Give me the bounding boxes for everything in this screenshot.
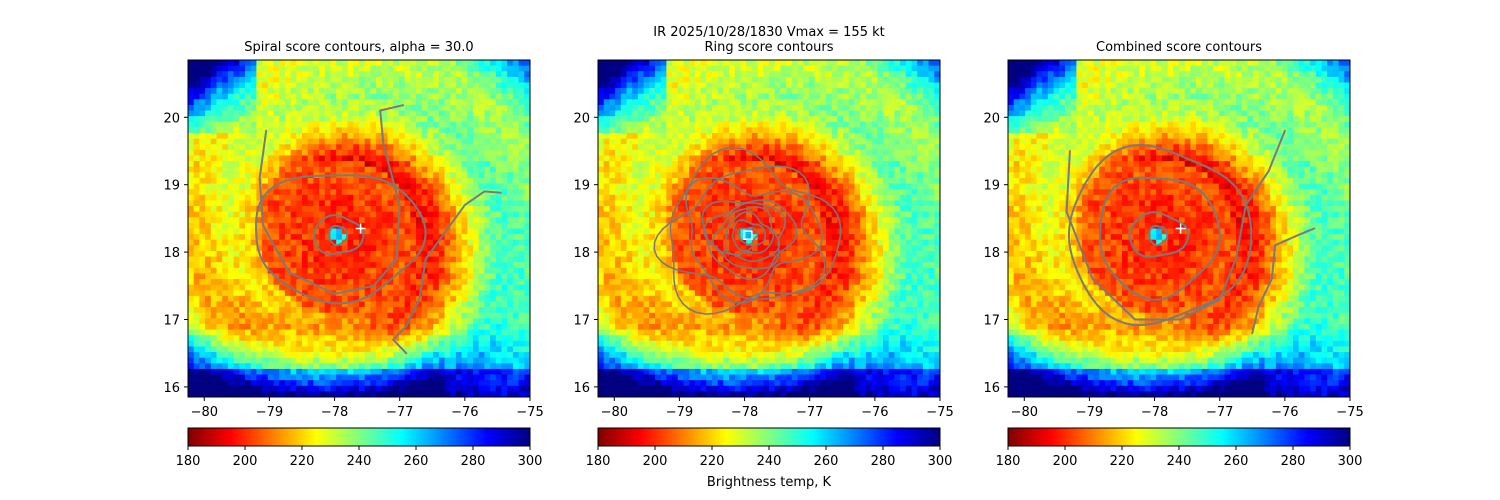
x-tick-label: −75 (516, 405, 543, 420)
contour-line (1067, 144, 1253, 327)
contour-line (258, 104, 404, 295)
colorbar (187, 427, 531, 447)
y-tick-label: 19 (163, 179, 180, 194)
score-contours (1065, 129, 1316, 334)
brightness-temp-field (598, 60, 940, 397)
x-tick-label: −78 (1141, 405, 1168, 420)
contour-line (724, 211, 775, 256)
x-tick-label: −79 (666, 405, 693, 420)
y-tick-label: 18 (163, 246, 180, 261)
x-tick-label: −77 (386, 405, 413, 420)
center-plus-marker (1175, 223, 1186, 234)
x-tick-label: −77 (1206, 405, 1233, 420)
colorbar-tick-label: 200 (643, 454, 668, 469)
contour-line (703, 202, 786, 270)
colorbar-tick-label: 240 (1167, 454, 1192, 469)
colorbar-tick-label: 300 (928, 454, 953, 469)
panel-1: Spiral score contours, alpha = 30.0 −80 −7… (163, 40, 543, 469)
x-tick-label: −77 (796, 405, 823, 420)
contour-line (1099, 176, 1221, 301)
contour-line (1065, 129, 1286, 321)
colorbar (1007, 427, 1351, 447)
x-tick-label: −76 (861, 405, 888, 420)
axes-frame (1007, 59, 1351, 398)
panel-3: Combined score contours −80 −79 −78 −77 −76 −7… (983, 40, 1363, 469)
y-tick-label: 16 (163, 381, 180, 396)
colorbar-label: Brightness temp, K (707, 475, 832, 490)
panel-2: Ring score contours −80 −79 −78 −77 −76 −75 16 1… (573, 40, 953, 490)
colorbar-tick-label: 180 (176, 454, 201, 469)
colorbar-tick-label: 240 (757, 454, 782, 469)
contour-line (1148, 225, 1169, 247)
contour-line (737, 226, 759, 246)
panel-title: Spiral score contours, alpha = 30.0 (244, 40, 473, 55)
center-plus-marker (355, 223, 366, 234)
x-tick-label: −75 (926, 405, 953, 420)
x-tick-label: −79 (1076, 405, 1103, 420)
y-tick-label: 16 (983, 381, 1000, 396)
colorbar (597, 427, 941, 447)
y-tick-label: 20 (573, 111, 590, 126)
y-tick-label: 18 (573, 246, 590, 261)
colorbar-tick-label: 180 (586, 454, 611, 469)
y-tick-label: 18 (983, 246, 1000, 261)
x-tick-label: −78 (321, 405, 348, 420)
brightness-temp-field (1008, 60, 1350, 397)
colorbar-tick-label: 240 (347, 454, 372, 469)
y-tick-label: 17 (163, 313, 180, 328)
contour-line (701, 199, 798, 281)
y-tick-label: 19 (983, 179, 1000, 194)
contour-line (392, 190, 502, 355)
contour-line (328, 225, 349, 247)
x-tick-label: −79 (256, 405, 283, 420)
contour-line (312, 214, 365, 256)
center-square-marker (743, 230, 753, 240)
panel-title: Ring score contours (704, 40, 833, 55)
x-tick-label: −80 (191, 405, 218, 420)
y-tick-label: 17 (983, 313, 1000, 328)
y-tick-label: 20 (163, 111, 180, 126)
axes-frame (187, 59, 531, 398)
colorbar-tick-label: 180 (996, 454, 1021, 469)
colorbar-tick-label: 280 (871, 454, 896, 469)
x-tick-label: −76 (451, 405, 478, 420)
x-tick-label: −78 (731, 405, 758, 420)
colorbar-tick-label: 300 (1338, 454, 1363, 469)
contour-line (255, 174, 427, 305)
contour-line (653, 165, 826, 301)
colorbar-tick-label: 260 (404, 454, 429, 469)
colorbar-tick-label: 220 (700, 454, 725, 469)
contour-line (1251, 227, 1316, 334)
colorbar-tick-label: 220 (1110, 454, 1135, 469)
y-tick-label: 17 (573, 313, 590, 328)
contour-line (669, 146, 842, 315)
colorbar-tick-label: 200 (1053, 454, 1078, 469)
x-tick-label: −76 (1271, 405, 1298, 420)
panel-title: Combined score contours (1096, 40, 1262, 55)
score-contours (653, 146, 842, 315)
contour-line (685, 176, 823, 304)
brightness-temp-field (188, 60, 530, 397)
colorbar-tick-label: 200 (233, 454, 258, 469)
colorbar-tick-label: 260 (814, 454, 839, 469)
x-tick-label: −80 (1011, 405, 1038, 420)
contour-line (712, 206, 781, 263)
colorbar-tick-label: 260 (1224, 454, 1249, 469)
colorbar-tick-label: 300 (518, 454, 543, 469)
y-tick-label: 20 (983, 111, 1000, 126)
contour-line (731, 219, 766, 252)
colorbar-tick-label: 220 (290, 454, 315, 469)
score-contours (255, 104, 502, 355)
y-tick-label: 16 (573, 381, 590, 396)
axes-frame (597, 59, 941, 398)
y-tick-label: 19 (573, 179, 590, 194)
x-tick-label: −75 (1336, 405, 1363, 420)
contour-line (1128, 211, 1190, 258)
figure-suptitle: IR 2025/10/28/1830 Vmax = 155 kt (653, 25, 884, 40)
colorbar-tick-label: 280 (1281, 454, 1306, 469)
x-tick-label: −80 (601, 405, 628, 420)
colorbar-tick-label: 280 (461, 454, 486, 469)
